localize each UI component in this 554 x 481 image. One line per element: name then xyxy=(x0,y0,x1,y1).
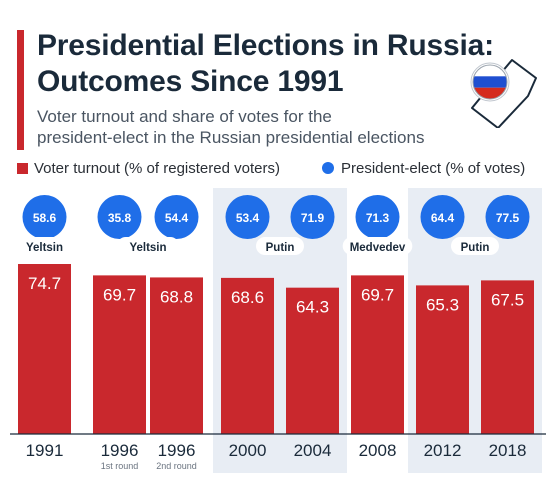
legend-label-turnout: Voter turnout (% of registered voters) xyxy=(34,160,280,177)
legend-label-president: President-elect (% of votes) xyxy=(341,160,526,177)
president-pill xyxy=(116,237,180,255)
year-label: 2018 xyxy=(489,441,527,460)
year-label: 1991 xyxy=(26,441,64,460)
round-label: 1st round xyxy=(101,461,139,471)
legend-item-president: President-elect (% of votes) xyxy=(322,160,525,177)
legend-swatch-president xyxy=(322,162,334,174)
legend-swatch-turnout xyxy=(17,163,28,174)
turnout-bar xyxy=(286,287,339,434)
president-name-label: Putin xyxy=(266,242,295,254)
president-name-label: Yeltsin xyxy=(129,242,166,254)
president-pill xyxy=(256,237,304,255)
ballot-flag-icon xyxy=(470,59,537,128)
president-pill xyxy=(13,237,76,255)
turnout-bar xyxy=(93,275,146,434)
turnout-bar xyxy=(481,280,534,434)
vote-bubble xyxy=(22,195,67,239)
year-label: 2000 xyxy=(229,441,267,460)
turnout-bar xyxy=(416,285,469,434)
turnout-value-label: 74.7 xyxy=(28,274,61,293)
vote-bubble xyxy=(485,195,530,239)
turnout-bar xyxy=(351,275,404,434)
turnout-value-label: 69.7 xyxy=(103,285,136,304)
turnout-value-label: 68.8 xyxy=(160,287,193,306)
turnout-value-label: 67.5 xyxy=(491,290,524,309)
vote-value-label: 64.4 xyxy=(431,211,455,225)
turnout-value-label: 64.3 xyxy=(296,298,329,317)
subtitle-line-2: president-elect in the Russian president… xyxy=(37,128,425,147)
year-label: 1996 xyxy=(101,441,139,460)
page-title: Presidential Elections in Russia: Outcom… xyxy=(37,28,494,100)
president-name-label: Putin xyxy=(461,242,490,254)
president-name-label: Yeltsin xyxy=(26,242,63,254)
vote-bubble xyxy=(420,195,465,239)
year-label: 1996 xyxy=(158,441,196,460)
vote-bubble xyxy=(355,195,400,239)
subtitle-line-1: Voter turnout and share of votes for the xyxy=(37,107,332,126)
year-label: 2012 xyxy=(424,441,462,460)
president-pill xyxy=(342,237,413,255)
title-line-2: Outcomes Since 1991 xyxy=(37,65,344,98)
president-name-label: Medvedev xyxy=(350,242,406,254)
vote-bubble xyxy=(154,195,199,239)
vote-value-label: 77.5 xyxy=(496,211,520,225)
legend-item-turnout: Voter turnout (% of registered voters) xyxy=(17,160,280,177)
turnout-value-label: 69.7 xyxy=(361,285,394,304)
turnout-bar xyxy=(221,277,274,434)
vote-value-label: 35.8 xyxy=(108,211,132,225)
vote-bubble xyxy=(290,195,335,239)
president-pill xyxy=(451,237,499,255)
vote-value-label: 54.4 xyxy=(165,211,189,225)
vote-value-label: 71.3 xyxy=(366,211,390,225)
accent-bar xyxy=(17,30,24,150)
vote-bubble xyxy=(97,195,142,239)
title-line-1: Presidential Elections in Russia: xyxy=(37,29,494,62)
turnout-value-label: 65.3 xyxy=(426,295,459,314)
year-label: 2008 xyxy=(359,441,397,460)
vote-value-label: 53.4 xyxy=(236,211,260,225)
vote-bubble xyxy=(225,195,270,239)
vote-value-label: 71.9 xyxy=(301,211,325,225)
turnout-bar xyxy=(150,277,203,434)
year-label: 2004 xyxy=(294,441,332,460)
round-label: 2nd round xyxy=(156,461,197,471)
turnout-value-label: 68.6 xyxy=(231,288,264,307)
page-subtitle: Voter turnout and share of votes for the… xyxy=(37,106,477,148)
turnout-bar xyxy=(18,264,71,434)
vote-value-label: 58.6 xyxy=(33,211,57,225)
